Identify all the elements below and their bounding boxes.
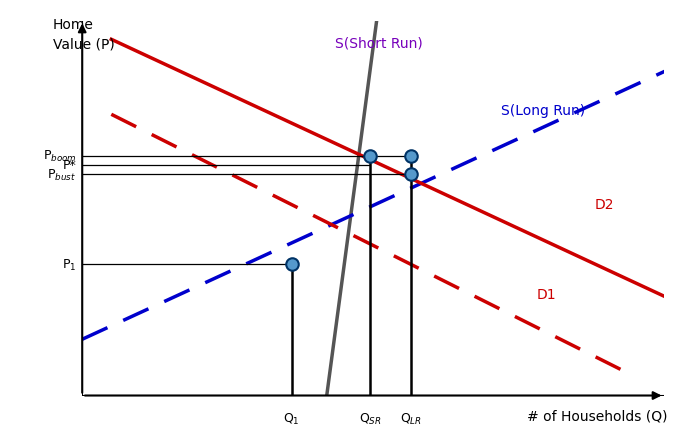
Text: P*: P*: [62, 159, 76, 172]
Text: Home
Value (P): Home Value (P): [53, 18, 115, 51]
Text: Q$_1$: Q$_1$: [284, 411, 300, 426]
Text: Q$_{SR}$: Q$_{SR}$: [359, 411, 382, 426]
Text: P$_{bust}$: P$_{bust}$: [47, 167, 76, 182]
Text: P$_{boom}$: P$_{boom}$: [42, 149, 76, 164]
Text: Q$_{LR}$: Q$_{LR}$: [400, 411, 422, 426]
Text: S(Short Run): S(Short Run): [336, 37, 423, 51]
Text: D2: D2: [595, 197, 614, 212]
Text: S(Long Run): S(Long Run): [501, 104, 586, 118]
Text: P$_1$: P$_1$: [62, 257, 76, 272]
Text: # of Households (Q): # of Households (Q): [527, 408, 667, 423]
Text: D1: D1: [536, 287, 556, 301]
